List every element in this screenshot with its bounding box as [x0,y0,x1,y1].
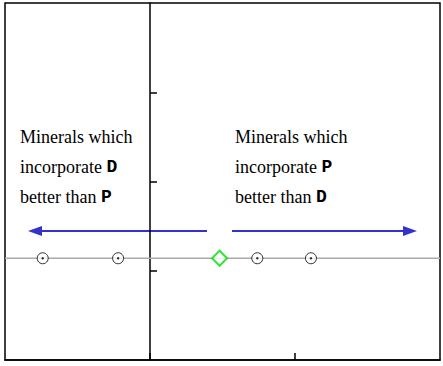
svg-text:than: than [280,187,311,207]
svg-text:Minerals: Minerals [20,127,84,147]
svg-text:incorporate: incorporate [20,157,102,177]
svg-text:better: better [20,187,61,207]
svg-text:better: better [235,187,276,207]
svg-text:which: which [303,127,347,147]
svg-text:than: than [65,187,96,207]
svg-text:D: D [316,187,327,207]
svg-text:P: P [321,157,332,177]
svg-text:P: P [101,187,112,207]
svg-text:D: D [106,157,117,177]
svg-text:Minerals: Minerals [235,127,299,147]
svg-text:incorporate: incorporate [235,157,317,177]
svg-text:which: which [88,127,132,147]
